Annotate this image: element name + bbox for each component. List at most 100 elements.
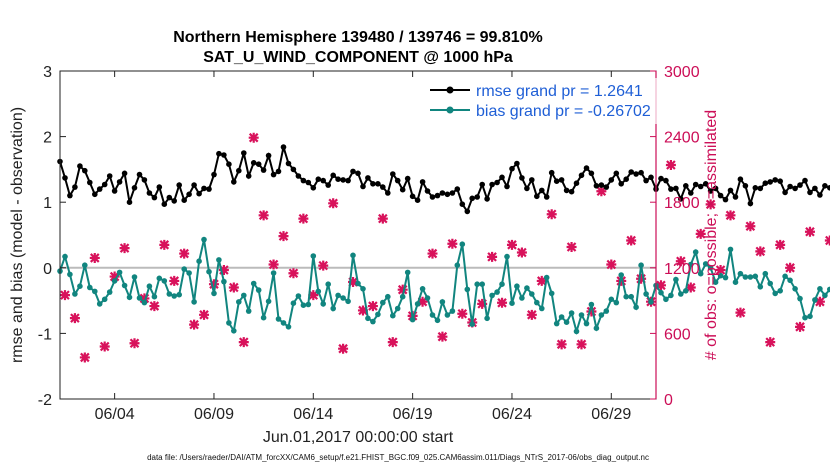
bias-point (245, 308, 252, 314)
bias-point (126, 294, 133, 301)
obs-marker (576, 339, 587, 350)
rmse-point (767, 179, 773, 185)
obs-marker (745, 221, 756, 232)
obs-marker (318, 260, 329, 271)
bias-point (345, 298, 351, 305)
rmse-point (459, 201, 466, 207)
bias-point (618, 272, 624, 278)
bias-point (578, 312, 585, 318)
obs-marker (397, 284, 408, 295)
rmse-point (524, 185, 530, 192)
rmse-point (598, 182, 605, 188)
rmse-point (335, 176, 341, 182)
bias-point (558, 314, 565, 320)
obs-marker (338, 343, 349, 354)
rmse-point (429, 194, 436, 200)
obs-marker (735, 307, 746, 318)
rmse-point (280, 144, 287, 150)
obs-marker (765, 337, 776, 348)
y-tick-label-left: 2 (43, 130, 52, 147)
rmse-point (504, 183, 510, 190)
rmse-point (206, 186, 212, 192)
obs-marker (99, 341, 110, 352)
bias-point (827, 286, 830, 293)
bias-point (683, 288, 689, 294)
rmse-point (648, 174, 654, 181)
obs-marker (596, 186, 607, 197)
rmse-point (136, 171, 143, 178)
obs-marker (298, 213, 309, 224)
rmse-point (757, 185, 764, 192)
obs-marker (616, 275, 627, 286)
bias-point (96, 301, 103, 307)
rmse-point (539, 187, 545, 194)
rmse-point (499, 174, 505, 181)
bias-point (171, 293, 177, 299)
bias-point (221, 278, 227, 285)
obs-marker (119, 243, 130, 254)
obs-marker (199, 309, 210, 320)
rmse-point (692, 181, 699, 188)
bias-point (583, 320, 590, 327)
rmse-point (578, 172, 585, 179)
chart-title-line2: SAT_U_WIND_COMPONENT @ 1000 hPa (203, 49, 513, 66)
bias-point (350, 252, 356, 259)
x-tick-label: 06/24 (492, 406, 532, 423)
rmse-point (618, 181, 624, 187)
rmse-point (241, 150, 247, 156)
obs-marker (159, 239, 170, 250)
bias-point (613, 299, 620, 306)
bias-point (643, 291, 649, 297)
rmse-point (260, 167, 267, 173)
obs-marker (228, 282, 239, 293)
rmse-point (434, 192, 441, 199)
obs-marker (636, 273, 647, 284)
bias-point (524, 285, 530, 291)
bias-point (588, 301, 595, 308)
bias-point (757, 284, 764, 290)
bias-point (603, 308, 610, 314)
rmse-point (96, 186, 103, 192)
bias-point (211, 290, 217, 297)
bias-point (628, 293, 634, 300)
bias-point (335, 292, 341, 299)
rmse-point (484, 196, 490, 202)
rmse-point (111, 188, 118, 194)
obs-marker (427, 248, 438, 259)
x-tick-label: 06/19 (393, 406, 433, 423)
bias-point (454, 262, 461, 269)
obs-marker (665, 160, 676, 171)
rmse-point (290, 166, 297, 173)
obs-marker (566, 242, 577, 253)
rmse-point (365, 175, 371, 181)
obs-marker (705, 199, 716, 210)
bias-point (67, 271, 73, 278)
y-tick-label-right: 0 (664, 392, 673, 409)
rmse-point (519, 175, 525, 181)
bias-point (111, 278, 118, 284)
obs-marker (814, 296, 825, 307)
rmse-point (742, 183, 749, 189)
bias-point (648, 299, 654, 305)
bias-point (529, 291, 535, 297)
legend-bias-marker (446, 106, 454, 114)
obs-marker (59, 290, 70, 301)
bias-point (92, 288, 98, 295)
rmse-point (370, 181, 376, 187)
rmse-point (802, 177, 808, 184)
rmse-point (340, 177, 346, 183)
rmse-point (394, 177, 401, 184)
rmse-point (673, 185, 679, 192)
rmse-point (191, 182, 197, 188)
bias-point (807, 313, 813, 320)
rmse-point (126, 199, 133, 205)
bias-point (474, 281, 481, 288)
bias-point (206, 268, 212, 275)
y-tick-label-left: -1 (38, 326, 52, 343)
rmse-point (593, 183, 600, 189)
rmse-point (221, 152, 227, 158)
rmse-point (131, 185, 138, 191)
rmse-point (787, 183, 793, 190)
y-tick-label-right: 1800 (664, 195, 700, 212)
